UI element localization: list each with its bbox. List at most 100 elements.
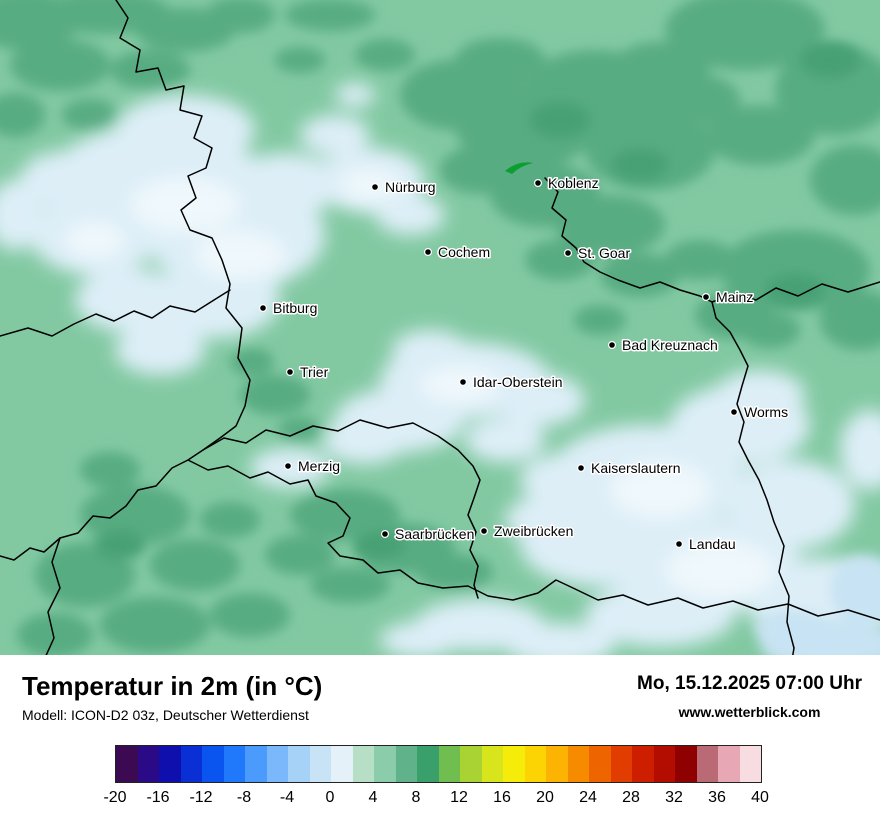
legend-tick-label: -4: [279, 789, 295, 806]
legend-color-segment: [438, 746, 460, 782]
city-dot: [459, 378, 468, 387]
city-dot: [284, 462, 293, 471]
legend-color-segment: [137, 746, 159, 782]
city-dot: [576, 464, 585, 473]
border-belgium-luxembourg: [0, 289, 231, 337]
city-dot: [607, 341, 616, 350]
legend-tick-label: 24: [579, 789, 597, 806]
city-dot: [729, 408, 738, 417]
border-france: [187, 459, 880, 621]
legend-tick-labels: -20 -16 -12 -8 -4 0 4 8 12 16 20 24 28 32 36 40: [103, 789, 768, 811]
city-dot: [533, 179, 542, 188]
info-right: Mo, 15.12.2025 07:00 Uhr www.wetterblick…: [637, 673, 862, 720]
cool-blue-corner-patches: [755, 555, 880, 655]
legend-color-segment: [266, 746, 288, 782]
city-marker: Saarbrücken: [381, 525, 476, 544]
legend-color-segment: [245, 746, 267, 782]
legend-tick-label: 12: [450, 789, 468, 806]
legend-color-segment: [739, 746, 761, 782]
city-marker: Idar-Oberstein: [459, 373, 564, 392]
city-dot: [563, 249, 572, 258]
weather-map: Nürburg Koblenz Cochem St. Goar Bitburg Mainz…: [0, 0, 880, 655]
city-marker: Worms: [729, 403, 790, 422]
city-label: Mainz: [716, 289, 753, 305]
legend-color-segment: [589, 746, 611, 782]
city-label: Nürburg: [385, 179, 436, 195]
city-marker: Merzig: [284, 457, 342, 476]
city-dot: [286, 368, 295, 377]
city-marker: Nürburg: [371, 178, 437, 197]
datetime-label: Mo, 15.12.2025 07:00 Uhr: [637, 673, 862, 694]
city-dot: [480, 526, 489, 535]
city-label: St. Goar: [578, 245, 630, 261]
legend-tick-label: 36: [708, 789, 726, 806]
city-label: Bitburg: [273, 300, 317, 316]
border-southwest-branch: [45, 537, 61, 655]
legend-color-segment: [202, 746, 224, 782]
legend-color-segment: [460, 746, 482, 782]
city-label: Cochem: [438, 244, 490, 260]
model-info: Modell: ICON-D2 03z, Deutscher Wetterdie…: [22, 707, 309, 723]
legend-tick-label: -8: [236, 789, 252, 806]
border-west: [0, 0, 251, 561]
legend-tick-label: 40: [751, 789, 769, 806]
legend-tick-label: 4: [368, 789, 378, 806]
city-label: Merzig: [298, 458, 340, 474]
legend-tick-label: -12: [189, 789, 213, 806]
legend-color-segment: [696, 746, 718, 782]
legend-color-segment: [567, 746, 589, 782]
legend-color-segment: [352, 746, 374, 782]
city-markers-layer: Nürburg Koblenz Cochem St. Goar Bitburg Mainz…: [259, 174, 790, 554]
city-marker: Koblenz: [533, 174, 600, 193]
city-marker: Zweibrücken: [480, 522, 575, 541]
city-dot: [701, 293, 710, 302]
legend-color-segment: [675, 746, 697, 782]
city-dot: [381, 529, 390, 538]
legend-color-segment: [374, 746, 396, 782]
legend-color-segment: [524, 746, 546, 782]
city-label: Trier: [300, 364, 329, 380]
city-label: Koblenz: [548, 175, 599, 191]
city-label: Saarbrücken: [395, 526, 474, 542]
border-north-of-mainz: [711, 281, 880, 303]
legend-tick-label: 28: [622, 789, 640, 806]
legend-color-segment: [417, 746, 439, 782]
legend-color-segment: [718, 746, 740, 782]
border-rhine-hessen: [544, 177, 795, 655]
legend-color-segment: [503, 746, 525, 782]
legend-tick-label: -16: [146, 789, 170, 806]
legend-color-segment: [331, 746, 353, 782]
city-label: Landau: [689, 536, 736, 552]
city-marker: Bitburg: [259, 299, 319, 318]
city-dot: [424, 248, 433, 257]
website-label: www.wetterblick.com: [678, 704, 821, 720]
legend-color-segment: [288, 746, 310, 782]
legend-color-segment: [309, 746, 331, 782]
city-label: Worms: [744, 404, 788, 420]
coldest-white-cores: [65, 169, 775, 598]
city-marker: Kaiserslautern: [576, 459, 682, 478]
warm-green-patches: [0, 0, 880, 655]
legend-color-segment: [632, 746, 654, 782]
legend-color-bar: [115, 745, 762, 783]
city-dot: [674, 539, 683, 548]
city-marker: Cochem: [424, 243, 492, 262]
state-borders: [0, 0, 880, 655]
city-marker: Mainz: [701, 288, 755, 307]
city-label: Zweibrücken: [494, 523, 573, 539]
green-marker-icon: [505, 162, 533, 174]
border-saarland: [202, 419, 481, 599]
legend-color-segment: [223, 746, 245, 782]
city-marker: Trier: [286, 363, 330, 382]
info-bar: Temperatur in 2m (in °C) Modell: ICON-D2…: [0, 655, 880, 723]
legend-color-segment: [610, 746, 632, 782]
legend-color-segment: [653, 746, 675, 782]
legend-color-segment: [180, 746, 202, 782]
legend-color-segment: [116, 746, 138, 782]
legend-color-segment: [546, 746, 568, 782]
city-label: Kaiserslautern: [591, 460, 681, 476]
city-label: Bad Kreuznach: [622, 337, 718, 353]
legend-tick-label: 16: [493, 789, 511, 806]
info-left: Temperatur in 2m (in °C) Modell: ICON-D2…: [22, 671, 322, 723]
legend-tick-label: 32: [665, 789, 683, 806]
